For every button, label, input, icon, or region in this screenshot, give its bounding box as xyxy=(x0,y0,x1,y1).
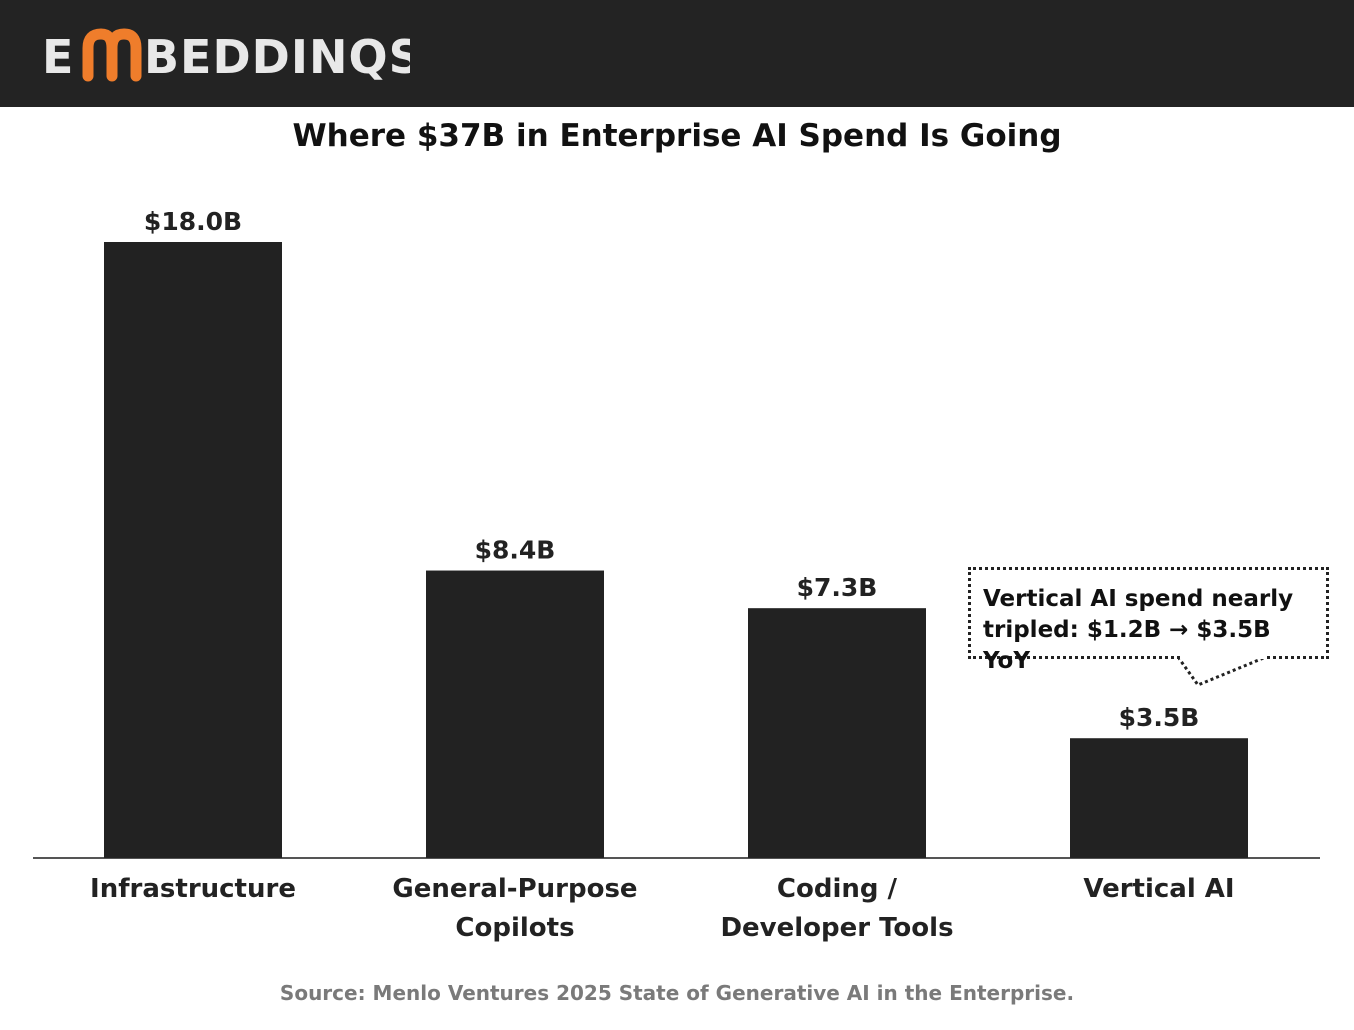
bar-2 xyxy=(748,608,926,858)
annotation-line-1: Vertical AI spend nearly xyxy=(983,586,1294,612)
logo-letter-e: E xyxy=(42,30,74,84)
bar-value-label-0: $18.0B xyxy=(144,207,242,236)
bar-value-label-3: $3.5B xyxy=(1119,703,1200,732)
category-label-2-1: Developer Tools xyxy=(720,913,953,943)
chart-title: Where $37B in Enterprise AI Spend Is Goi… xyxy=(292,118,1062,154)
annotation-callout: Vertical AI spend nearly tripled: $1.2B … xyxy=(968,567,1329,674)
bar-value-label-2: $7.3B xyxy=(797,573,878,602)
category-label-1-1: Copilots xyxy=(455,913,574,943)
category-label-1-0: General-Purpose xyxy=(392,874,637,904)
category-label-2-0: Coding / xyxy=(777,874,898,904)
annotation-pointer xyxy=(1178,655,1267,687)
annotation-line-2: tripled: $1.2B → $3.5B YoY xyxy=(983,617,1271,674)
bar-1 xyxy=(426,570,604,858)
bar-0 xyxy=(104,242,282,858)
header-bar: E BEDDINQS xyxy=(0,0,1354,107)
category-label-0-0: Infrastructure xyxy=(90,874,296,904)
logo-m-mark xyxy=(82,28,142,82)
bar-value-label-1: $8.4B xyxy=(475,536,556,565)
bar-3 xyxy=(1070,738,1248,858)
category-label-3-0: Vertical AI xyxy=(1083,874,1234,904)
embeddings-logo: E BEDDINQS xyxy=(42,28,410,84)
source-note: Source: Menlo Ventures 2025 State of Gen… xyxy=(279,981,1075,1005)
logo-wordmark: BEDDINQS xyxy=(144,30,410,84)
